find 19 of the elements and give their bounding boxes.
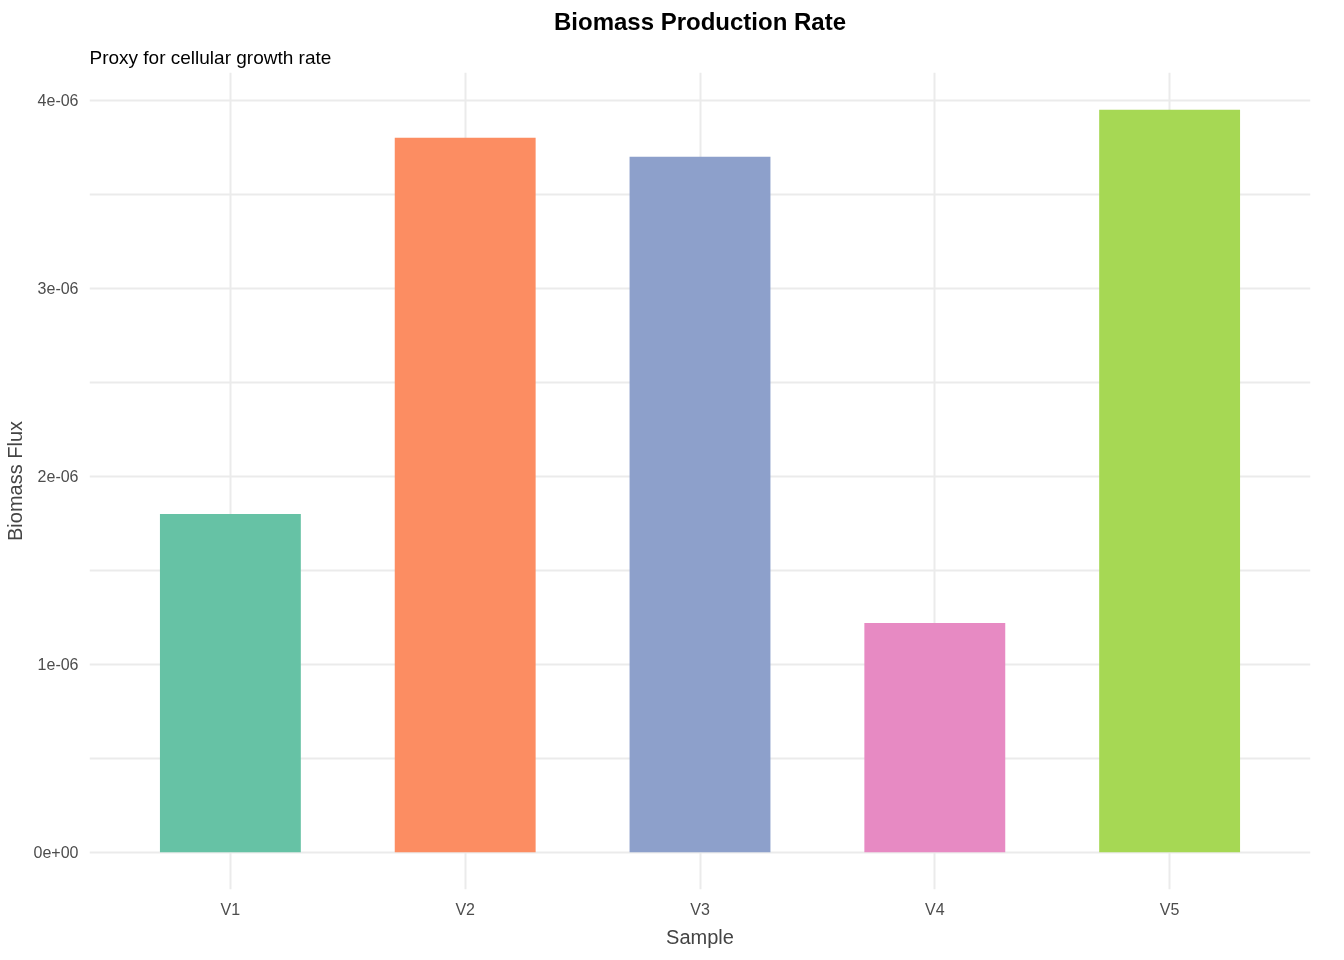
- x-tick-label: V5: [1159, 900, 1180, 918]
- chart-subtitle: Proxy for cellular growth rate: [89, 46, 332, 68]
- bar: [629, 156, 771, 853]
- x-tick-label: V1: [220, 900, 241, 918]
- y-tick-label: 3e-06: [37, 280, 79, 298]
- bar: [394, 137, 536, 853]
- bar: [159, 513, 301, 853]
- chart-title: Biomass Production Rate: [553, 7, 847, 35]
- bar: [864, 622, 1006, 853]
- x-axis-title: Sample: [666, 925, 734, 948]
- y-tick-label: 0e+00: [33, 844, 79, 862]
- y-tick-label: 1e-06: [37, 656, 79, 674]
- x-tick-label: V2: [455, 900, 476, 918]
- y-tick-label: 2e-06: [37, 468, 79, 486]
- x-tick-label: V3: [690, 900, 710, 918]
- y-tick-label: 4e-06: [37, 92, 79, 110]
- bar: [1099, 109, 1241, 853]
- x-tick-label: V4: [925, 900, 945, 918]
- y-axis-title: Biomass Flux: [3, 420, 26, 542]
